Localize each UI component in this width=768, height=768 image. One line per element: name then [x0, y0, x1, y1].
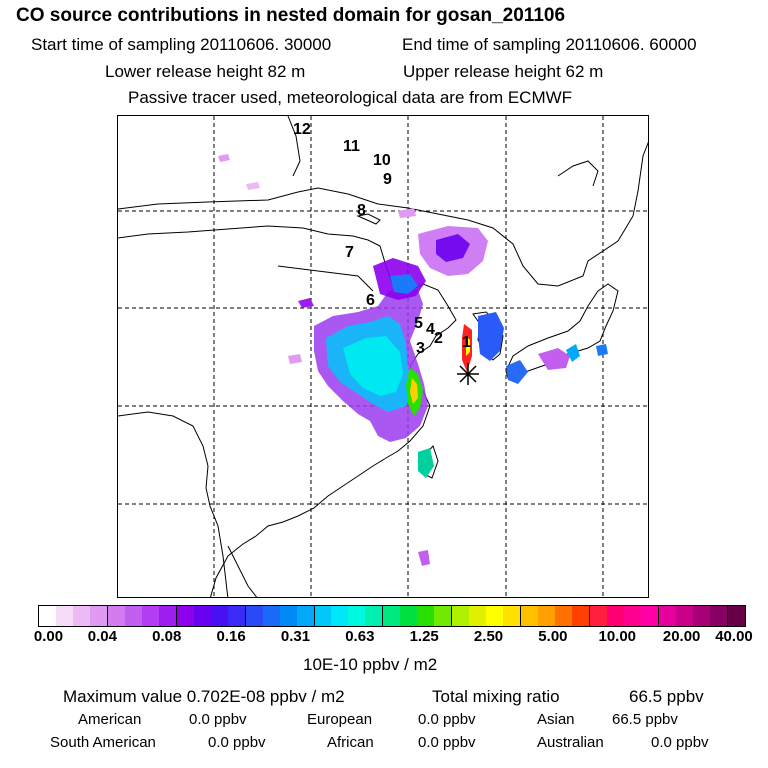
colorbar-swatch [296, 606, 314, 626]
trajectory-point-1: 1 [462, 334, 471, 351]
trajectory-point-6: 6 [366, 292, 375, 309]
trajectory-point-2: 2 [434, 330, 443, 347]
region-american-value: 0.0 ppbv [189, 711, 247, 728]
colorbar-swatch [365, 606, 383, 626]
colorbar-swatch [262, 606, 280, 626]
colorbar-tick-label: 5.00 [538, 628, 568, 645]
colorbar-swatch [313, 606, 332, 626]
colorbar-swatch [572, 606, 589, 626]
trajectory-point-12: 12 [293, 121, 311, 138]
maximum-value-label: Maximum value 0.702E-08 ppbv / m2 [63, 687, 345, 706]
colorbar-swatch [451, 606, 470, 626]
concentration-field [218, 154, 608, 566]
colorbar-swatch [210, 606, 228, 626]
region-african-value: 0.0 ppbv [418, 734, 476, 751]
colorbar-swatch [106, 606, 125, 626]
colorbar-swatch [72, 606, 90, 626]
colorbar-swatch [417, 606, 435, 626]
colorbar-tick-label: 0.31 [280, 628, 311, 645]
tracer-note: Passive tracer used, meteorological data… [128, 88, 573, 107]
colorbar-swatch [124, 606, 142, 626]
colorbar-tick-label: 0.04 [87, 628, 117, 645]
colorbar-swatch [469, 606, 487, 626]
colorbar-swatch [382, 606, 401, 626]
colorbar-swatch [141, 606, 159, 626]
colorbar-swatch [279, 606, 297, 626]
total-mixing-value: 66.5 ppbv [629, 687, 704, 706]
trajectory-point-7: 7 [345, 244, 354, 261]
region-south-american-value: 0.0 ppbv [208, 734, 266, 751]
colorbar-tick-label: 0.63 [345, 628, 375, 645]
region-asian-value: 66.5 ppbv [612, 711, 678, 728]
receptor-star-icon [457, 363, 479, 385]
region-european-value: 0.0 ppbv [418, 711, 476, 728]
upper-release-label: Upper release height 62 m [403, 62, 604, 81]
map-canvas [118, 116, 648, 597]
trajectory-point-5: 5 [414, 315, 423, 332]
colorbar-swatch [657, 606, 676, 626]
colorbar-tick-label: 0.16 [216, 628, 246, 645]
region-australian-value: 0.0 ppbv [651, 734, 709, 751]
colorbar-swatch [640, 606, 658, 626]
colorbar-swatch [39, 606, 56, 626]
colorbar-swatch [692, 606, 710, 626]
region-asian-name: Asian [537, 711, 575, 728]
trajectory-point-10: 10 [373, 152, 391, 169]
region-australian-name: Australian [537, 734, 604, 751]
colorbar-swatch [175, 606, 194, 626]
colorbar-swatch [244, 606, 263, 626]
colorbar-tick-label: 1.25 [409, 628, 439, 645]
colorbar-swatch [538, 606, 556, 626]
colorbar-swatch [89, 606, 107, 626]
region-american-name: American [78, 711, 142, 728]
lower-release-label: Lower release height 82 m [105, 62, 306, 81]
trajectory-point-3: 3 [416, 340, 425, 357]
colorbar-swatch [606, 606, 624, 626]
colorbar-swatch [623, 606, 641, 626]
colorbar-tick-label: 0.00 [33, 628, 64, 645]
colorbar-swatch [675, 606, 693, 626]
colorbar-tick-label: 40.00 [715, 628, 753, 645]
region-african-name: African [327, 734, 374, 751]
colorbar-swatch [331, 606, 349, 626]
trajectory-point-8: 8 [357, 202, 366, 219]
colorbar-swatch [193, 606, 211, 626]
colorbar-swatch [158, 606, 176, 626]
region-south-american-name: South American [50, 734, 156, 751]
start-time-label: Start time of sampling 20110606. 30000 [31, 35, 332, 54]
colorbar-unit-label: 10E-10 ppbv / m2 [303, 655, 438, 674]
trajectory-point-4: 4 [426, 321, 435, 338]
end-time-label: End time of sampling 20110606. 60000 [402, 35, 697, 54]
trajectory-point-11: 11 [343, 138, 360, 155]
colorbar-swatch [400, 606, 418, 626]
colorbar-tick-label: 0.08 [152, 628, 182, 645]
map-panel: 1 2 3 4 5 6 7 8 9 10 11 12 [117, 115, 649, 598]
colorbar [38, 605, 746, 627]
colorbar-swatch [555, 606, 573, 626]
colorbar-swatch [726, 606, 745, 626]
colorbar-swatch [486, 606, 504, 626]
colorbar-swatch [709, 606, 727, 626]
colorbar-swatch [434, 606, 452, 626]
colorbar-tick-label: 2.50 [473, 628, 504, 645]
colorbar-swatch [503, 606, 521, 626]
colorbar-tick-label: 10.00 [598, 628, 637, 645]
colorbar-swatch [348, 606, 366, 626]
colorbar-swatch [227, 606, 245, 626]
colorbar-swatch [520, 606, 539, 626]
total-mixing-label: Total mixing ratio [432, 687, 560, 706]
colorbar-swatch [589, 606, 607, 626]
colorbar-tick-label: 20.00 [662, 628, 701, 645]
colorbar-swatch [55, 606, 73, 626]
region-european-name: European [307, 711, 373, 728]
plot-title: CO source contributions in nested domain… [16, 5, 566, 26]
trajectory-point-9: 9 [383, 171, 392, 188]
